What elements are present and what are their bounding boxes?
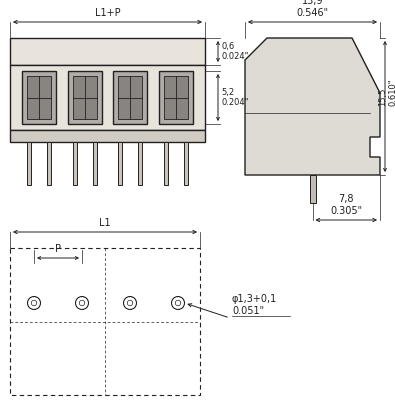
Bar <box>47 142 51 185</box>
Bar <box>92 142 97 185</box>
Bar <box>184 142 188 185</box>
Bar <box>118 76 143 119</box>
Text: P: P <box>55 244 61 254</box>
Bar <box>22 71 56 124</box>
Polygon shape <box>245 38 380 175</box>
Bar <box>27 76 51 119</box>
Bar <box>73 142 77 185</box>
Text: L1+P: L1+P <box>95 8 120 18</box>
Bar <box>27 142 31 185</box>
Bar <box>10 65 205 130</box>
Text: 5,2
0.204": 5,2 0.204" <box>221 88 248 107</box>
Bar <box>113 71 147 124</box>
Bar <box>164 76 188 119</box>
Bar <box>73 76 97 119</box>
Text: 7,8
0.305": 7,8 0.305" <box>330 194 362 216</box>
Text: φ1,3+0,1
0.051": φ1,3+0,1 0.051" <box>232 294 277 316</box>
Text: 13,9
0.546": 13,9 0.546" <box>296 0 329 18</box>
Bar <box>10 130 205 142</box>
Bar <box>118 142 122 185</box>
Bar <box>164 142 168 185</box>
Bar <box>10 248 200 395</box>
Bar <box>159 71 193 124</box>
Bar <box>310 175 316 203</box>
Text: 0,6
0.024": 0,6 0.024" <box>221 42 248 61</box>
Bar <box>10 38 205 65</box>
Text: L1: L1 <box>99 218 111 228</box>
Text: 15,5
0.610": 15,5 0.610" <box>378 79 395 106</box>
Bar <box>138 142 143 185</box>
Bar <box>68 71 102 124</box>
